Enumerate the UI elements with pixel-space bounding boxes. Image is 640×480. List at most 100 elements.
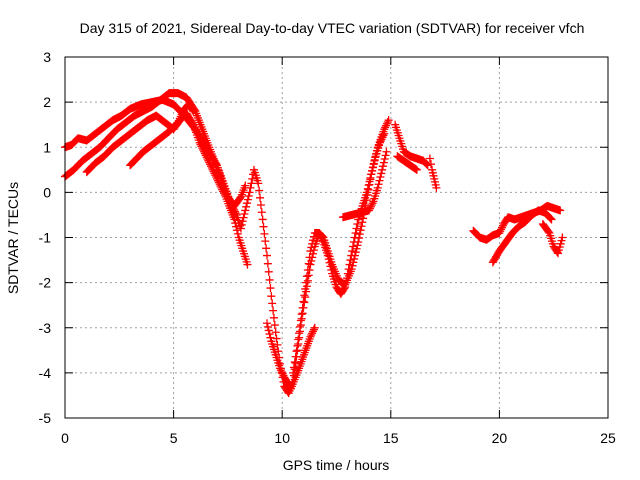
data-point-marker — [298, 303, 307, 312]
data-point-marker — [380, 154, 389, 163]
data-point-marker — [198, 144, 207, 153]
data-point-marker — [375, 176, 384, 185]
data-point-marker — [200, 149, 209, 158]
data-point-marker — [369, 159, 378, 168]
data-point-marker — [231, 219, 240, 228]
data-point-marker — [242, 202, 251, 211]
data-point-marker — [365, 206, 374, 215]
data-point-marker — [299, 297, 308, 306]
data-point-marker — [188, 119, 197, 128]
x-tick-label: 0 — [61, 430, 69, 446]
data-point-marker — [544, 227, 553, 236]
data-point-marker — [232, 222, 241, 231]
data-point-marker — [278, 369, 287, 378]
data-point-marker — [376, 173, 385, 182]
data-point-marker — [206, 160, 215, 169]
data-point-marker — [292, 347, 301, 356]
data-point-marker — [270, 321, 279, 330]
data-point-marker — [426, 160, 435, 169]
y-tick-label: -2 — [39, 275, 52, 291]
data-point-marker — [324, 255, 333, 264]
data-point-marker — [366, 173, 375, 182]
data-point-marker — [412, 165, 421, 174]
data-point-marker — [553, 247, 562, 256]
data-point-marker — [255, 186, 264, 195]
data-point-marker — [302, 272, 311, 281]
data-point-marker — [304, 271, 313, 280]
data-point-marker — [365, 177, 374, 186]
data-point-marker — [290, 358, 299, 367]
data-point-marker — [212, 173, 221, 182]
data-point-marker — [236, 224, 245, 233]
y-tick-label: -3 — [39, 320, 52, 336]
data-point-marker — [315, 228, 324, 237]
data-point-marker — [293, 341, 302, 350]
data-point-marker — [307, 243, 316, 252]
data-point-marker — [174, 116, 183, 125]
data-point-marker — [349, 242, 358, 251]
data-point-marker — [189, 107, 198, 116]
data-point-marker — [379, 158, 388, 167]
data-points — [61, 89, 567, 398]
data-point-marker — [247, 179, 256, 188]
data-point-marker — [370, 155, 379, 164]
chart-title: Day 315 of 2021, Sidereal Day-to-day VTE… — [80, 20, 585, 36]
data-point-marker — [206, 162, 215, 171]
data-point-marker — [425, 154, 434, 163]
data-point-marker — [373, 183, 382, 192]
data-point-marker — [340, 284, 349, 293]
data-point-marker — [353, 241, 362, 250]
data-point-marker — [262, 244, 271, 253]
data-point-marker — [218, 185, 227, 194]
y-tick-label: -5 — [39, 410, 52, 426]
data-point-marker — [188, 105, 197, 114]
data-point-marker — [368, 166, 377, 175]
data-point-marker — [546, 214, 555, 223]
x-tick-label: 5 — [170, 430, 178, 446]
data-point-marker — [378, 133, 387, 142]
data-point-marker — [308, 329, 317, 338]
data-point-marker — [263, 259, 272, 268]
data-point-marker — [365, 204, 374, 213]
data-point-marker — [289, 368, 298, 377]
data-point-marker — [368, 199, 377, 208]
data-point-marker — [256, 201, 265, 210]
data-point-marker — [342, 274, 351, 283]
data-point-marker — [379, 131, 388, 140]
data-point-marker — [382, 121, 391, 130]
data-point-marker — [348, 247, 357, 256]
data-point-marker — [196, 140, 205, 149]
data-point-marker — [325, 258, 334, 267]
data-point-marker — [216, 182, 225, 191]
x-tick-label: 15 — [383, 430, 399, 446]
data-point-marker — [230, 215, 239, 224]
data-point-marker — [366, 202, 375, 211]
data-point-marker — [256, 193, 265, 202]
data-point-marker — [301, 293, 310, 302]
data-point-marker — [304, 259, 313, 268]
data-point-marker — [347, 251, 356, 260]
y-tick-label: 2 — [43, 94, 51, 110]
data-point-marker — [237, 220, 246, 229]
data-point-marker — [382, 119, 391, 128]
data-point-marker — [297, 310, 306, 319]
data-point-marker — [375, 138, 384, 147]
data-point-marker — [262, 251, 271, 260]
data-point-marker — [309, 236, 318, 245]
data-point-marker — [266, 284, 275, 293]
data-point-marker — [326, 262, 335, 271]
data-point-marker — [318, 236, 327, 245]
data-point-marker — [368, 163, 377, 172]
data-point-marker — [356, 226, 365, 235]
data-point-marker — [367, 201, 376, 210]
data-point-marker — [421, 159, 430, 168]
data-point-marker — [315, 230, 324, 239]
data-point-marker — [271, 328, 280, 337]
data-point-marker — [210, 169, 219, 178]
data-point-marker — [217, 183, 226, 192]
data-point-marker — [243, 199, 252, 208]
data-point-marker — [244, 191, 253, 200]
data-point-marker — [496, 227, 505, 236]
data-point-marker — [273, 340, 282, 349]
data-point-marker — [310, 323, 319, 332]
